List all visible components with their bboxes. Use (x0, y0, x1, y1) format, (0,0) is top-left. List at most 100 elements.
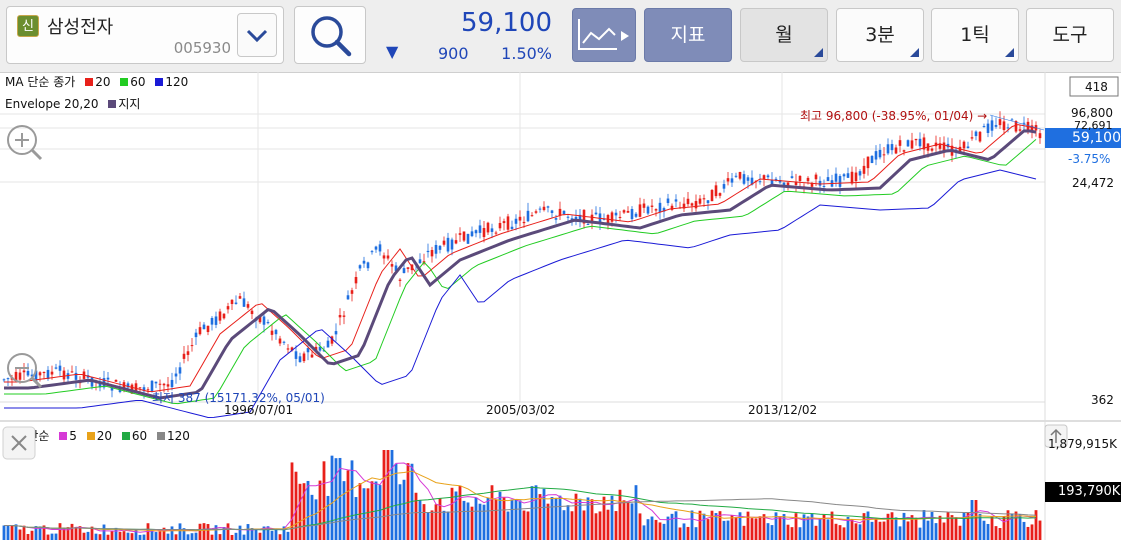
candle-body (334, 331, 338, 335)
volume-bar (1034, 510, 1038, 540)
candle-body (1030, 125, 1034, 131)
chart-type-button[interactable] (572, 8, 636, 62)
volume-bar (566, 505, 570, 540)
candle-body (186, 351, 190, 355)
volume-bar (838, 525, 842, 540)
volume-bar (862, 513, 866, 540)
candle-body (106, 377, 110, 380)
volume-bar (150, 530, 154, 540)
volume-bar (494, 499, 498, 540)
search-button[interactable] (294, 6, 366, 64)
volume-bar (986, 523, 990, 540)
candle-body (542, 206, 546, 211)
volume-bar (602, 496, 606, 540)
candle-body (674, 199, 678, 202)
candle-body (70, 371, 74, 373)
candle-body (2, 379, 6, 381)
volume-bar (698, 510, 702, 540)
volume-bar (910, 515, 914, 540)
candle-body (474, 230, 478, 234)
zoom-in-icon[interactable] (4, 122, 44, 162)
volume-bar (818, 517, 822, 540)
candle-body (1018, 129, 1022, 131)
volume-bar (418, 500, 422, 540)
envelope-legend: Envelope 20,20 지지 (5, 95, 140, 112)
candle-body (966, 146, 970, 149)
volume-bar (846, 516, 850, 540)
stock-selector[interactable]: 신 삼성전자 005930 (6, 6, 284, 64)
volume-bar (750, 518, 754, 540)
volume-bar (14, 524, 18, 540)
indicator-button[interactable]: 지표 (644, 8, 732, 62)
line-chart-icon (578, 19, 629, 50)
candle-body (278, 338, 282, 344)
period-3min-button[interactable]: 3분 (836, 8, 924, 62)
chart-area[interactable]: MA 단순 종가 20 60 120 Envelope 20,20 지지 최고 … (0, 72, 1121, 540)
candle-body (438, 245, 442, 250)
down-arrow-icon: ▼ (386, 42, 399, 61)
volume-bar (390, 450, 394, 540)
corner-triangle-icon (910, 48, 919, 57)
candle-body (526, 210, 530, 222)
candle-body (538, 208, 542, 210)
period-month-button[interactable]: 월 (740, 8, 828, 62)
candle-body (454, 240, 458, 244)
candle-body (914, 138, 918, 141)
chart-canvas[interactable] (0, 72, 1121, 540)
candle-body (494, 232, 498, 234)
volume-bar (82, 532, 86, 540)
candle-body (594, 212, 598, 215)
volume-bar (458, 485, 462, 540)
volume-bar (670, 513, 674, 540)
candle-body (450, 239, 454, 250)
volume-bar (878, 521, 882, 540)
candle-body (550, 210, 554, 214)
volume-bar (90, 526, 94, 540)
candle-body (158, 383, 162, 385)
vol-ma120-swatch (156, 432, 165, 440)
volume-bar (30, 530, 34, 540)
volume-bar (414, 492, 418, 540)
candle-body (602, 218, 606, 220)
volume-bar (266, 526, 270, 540)
candle-body (350, 290, 354, 294)
period-month-label: 월 (775, 24, 793, 46)
candle-body (730, 178, 734, 183)
scroll-up-icon[interactable] (1044, 424, 1068, 448)
candle-body (138, 387, 142, 389)
volume-bar (234, 532, 238, 540)
volume-bar (902, 512, 906, 540)
period-1tick-button[interactable]: 1틱 (931, 8, 1019, 62)
volume-bar (634, 485, 638, 540)
candle-body (486, 222, 490, 233)
stock-dropdown-button[interactable] (237, 13, 277, 57)
candle-body (490, 228, 494, 232)
volume-bar (54, 533, 58, 540)
tools-button[interactable]: 도구 (1026, 8, 1114, 62)
volume-bar (114, 527, 118, 540)
candle-body (706, 200, 710, 204)
top-value-box (1069, 76, 1119, 97)
vol-ma120-label: 120 (166, 429, 190, 443)
volume-bar (674, 511, 678, 540)
candle-body (266, 322, 270, 324)
volume-bar (646, 519, 650, 540)
volume-bar (358, 483, 362, 540)
candle-body (302, 353, 306, 362)
close-icon[interactable] (2, 426, 36, 460)
candle-body (726, 178, 730, 182)
low-annotation: 최저 387 (15171.32%, 05/01) (152, 391, 325, 405)
volume-bar (606, 509, 610, 540)
current-price: 59,100 (461, 8, 552, 38)
ma20-swatch (85, 78, 94, 86)
high-annotation: 최고 96,800 (-38.95%, 01/04) → (800, 109, 988, 123)
volume-bar (610, 495, 614, 540)
volume-bar (510, 499, 514, 540)
volume-bar (686, 526, 690, 540)
volume-bar (730, 515, 734, 540)
volume-bar (190, 533, 194, 540)
price-change: 900 (438, 44, 469, 63)
volume-bar (550, 497, 554, 540)
volume-bar (990, 516, 994, 540)
zoom-out-icon[interactable] (4, 350, 44, 390)
